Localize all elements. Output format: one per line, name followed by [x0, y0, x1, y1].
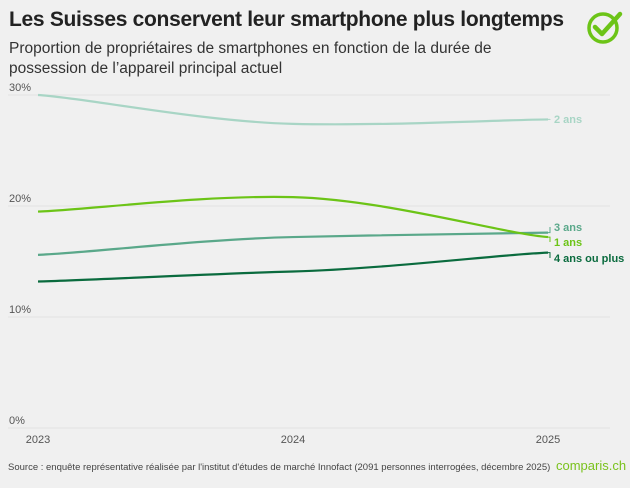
- y-tick-label: 10%: [9, 304, 31, 316]
- series-label: 2 ans: [554, 114, 582, 126]
- series-label: 4 ans ou plus: [554, 253, 624, 265]
- x-tick-label: 2023: [26, 434, 50, 446]
- y-tick-label: 0%: [9, 415, 25, 427]
- x-tick-label: 2024: [281, 434, 305, 446]
- comparis-logo: comparis.ch: [556, 458, 627, 473]
- chart-subtitle: Proportion de propriétaires de smartphon…: [9, 40, 492, 77]
- label-connector: [548, 236, 551, 242]
- label-connector: [548, 227, 551, 234]
- source-note: Source : enquête représentative réalisée…: [8, 462, 551, 473]
- series-line-2-ans: [37, 93, 549, 126]
- chart-title: Les Suisses conservent leur smartphone p…: [9, 8, 564, 31]
- series-label: 3 ans: [554, 222, 582, 234]
- series-label: 1 ans: [554, 237, 582, 249]
- series-line-3-ans: [37, 231, 549, 256]
- label-connector: [548, 252, 551, 258]
- check-logo-icon: [587, 11, 623, 44]
- series-line-4-ans-ou-plus: [37, 251, 549, 283]
- y-tick-label: 30%: [9, 82, 31, 94]
- y-tick-label: 20%: [9, 193, 31, 205]
- x-tick-label: 2025: [536, 434, 560, 446]
- series-line-1-ans: [37, 195, 549, 239]
